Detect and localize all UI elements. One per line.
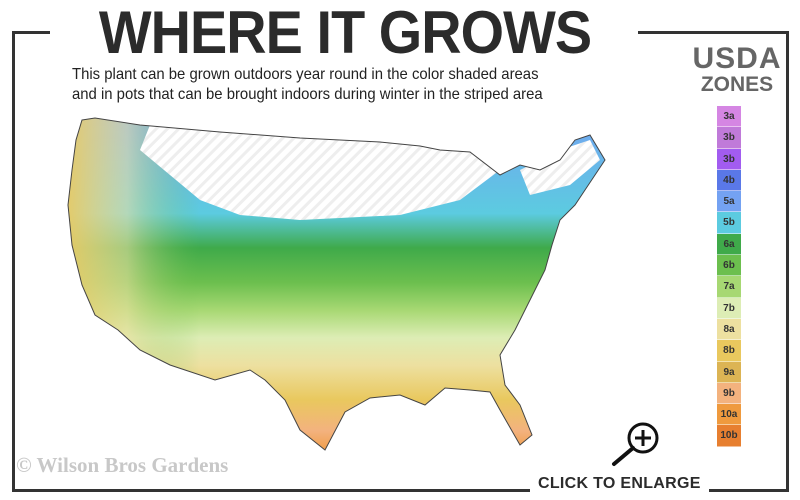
zone-legend: 3a 3b 3b 4b 5a 5b 6a 6b 7a 7b 8a 8b 9a 9b 10a 10b	[717, 106, 741, 447]
subtitle: This plant can be grown outdoors year ro…	[72, 65, 543, 105]
legend-zone-5b: 5b	[717, 212, 741, 234]
legend-zone-7b: 7b	[717, 297, 741, 319]
legend-zone-3b: 3b	[717, 148, 741, 170]
legend-zone-9a: 9a	[717, 361, 741, 383]
legend-zone-6a: 6a	[717, 233, 741, 256]
striped-area-northeast	[520, 140, 600, 195]
legend-zone-6b: 6b	[717, 255, 741, 277]
legend-title-line-2: ZONES	[700, 73, 774, 96]
legend-zone-4b: 4b	[717, 169, 741, 192]
usda-zone-map[interactable]	[60, 110, 620, 455]
zoom-in-icon[interactable]	[608, 420, 664, 468]
legend-zone-8a: 8a	[717, 318, 741, 341]
page-title: WHERE IT GROWS	[98, 0, 592, 66]
legend-title: USDA ZONES	[672, 44, 800, 96]
legend-zone-8b: 8b	[717, 340, 741, 362]
legend-title-line-1: USDA	[692, 42, 782, 75]
legend-zone-3b: 3b	[717, 127, 741, 149]
frame-top-left	[12, 31, 50, 34]
subtitle-line-1: This plant can be grown outdoors year ro…	[72, 66, 539, 83]
legend-zone-5a: 5a	[717, 191, 741, 213]
frame-left	[12, 31, 15, 492]
frame-top-right	[638, 31, 789, 34]
legend-zone-10a: 10a	[717, 404, 741, 426]
frame-bottom	[12, 489, 789, 492]
legend-zone-9b: 9b	[717, 382, 741, 405]
copyright-watermark: © Wilson Bros Gardens	[16, 453, 229, 477]
legend-zone-10b: 10b	[717, 425, 741, 447]
map-zones	[68, 118, 605, 450]
subtitle-line-2: and in pots that can be brought indoors …	[72, 86, 543, 103]
legend-zone-7a: 7a	[717, 276, 741, 298]
striped-area	[140, 125, 500, 220]
legend-zone-3a: 3a	[717, 106, 741, 128]
click-to-enlarge-button[interactable]: CLICK TO ENLARGE	[530, 475, 709, 493]
frame-right	[786, 31, 789, 492]
